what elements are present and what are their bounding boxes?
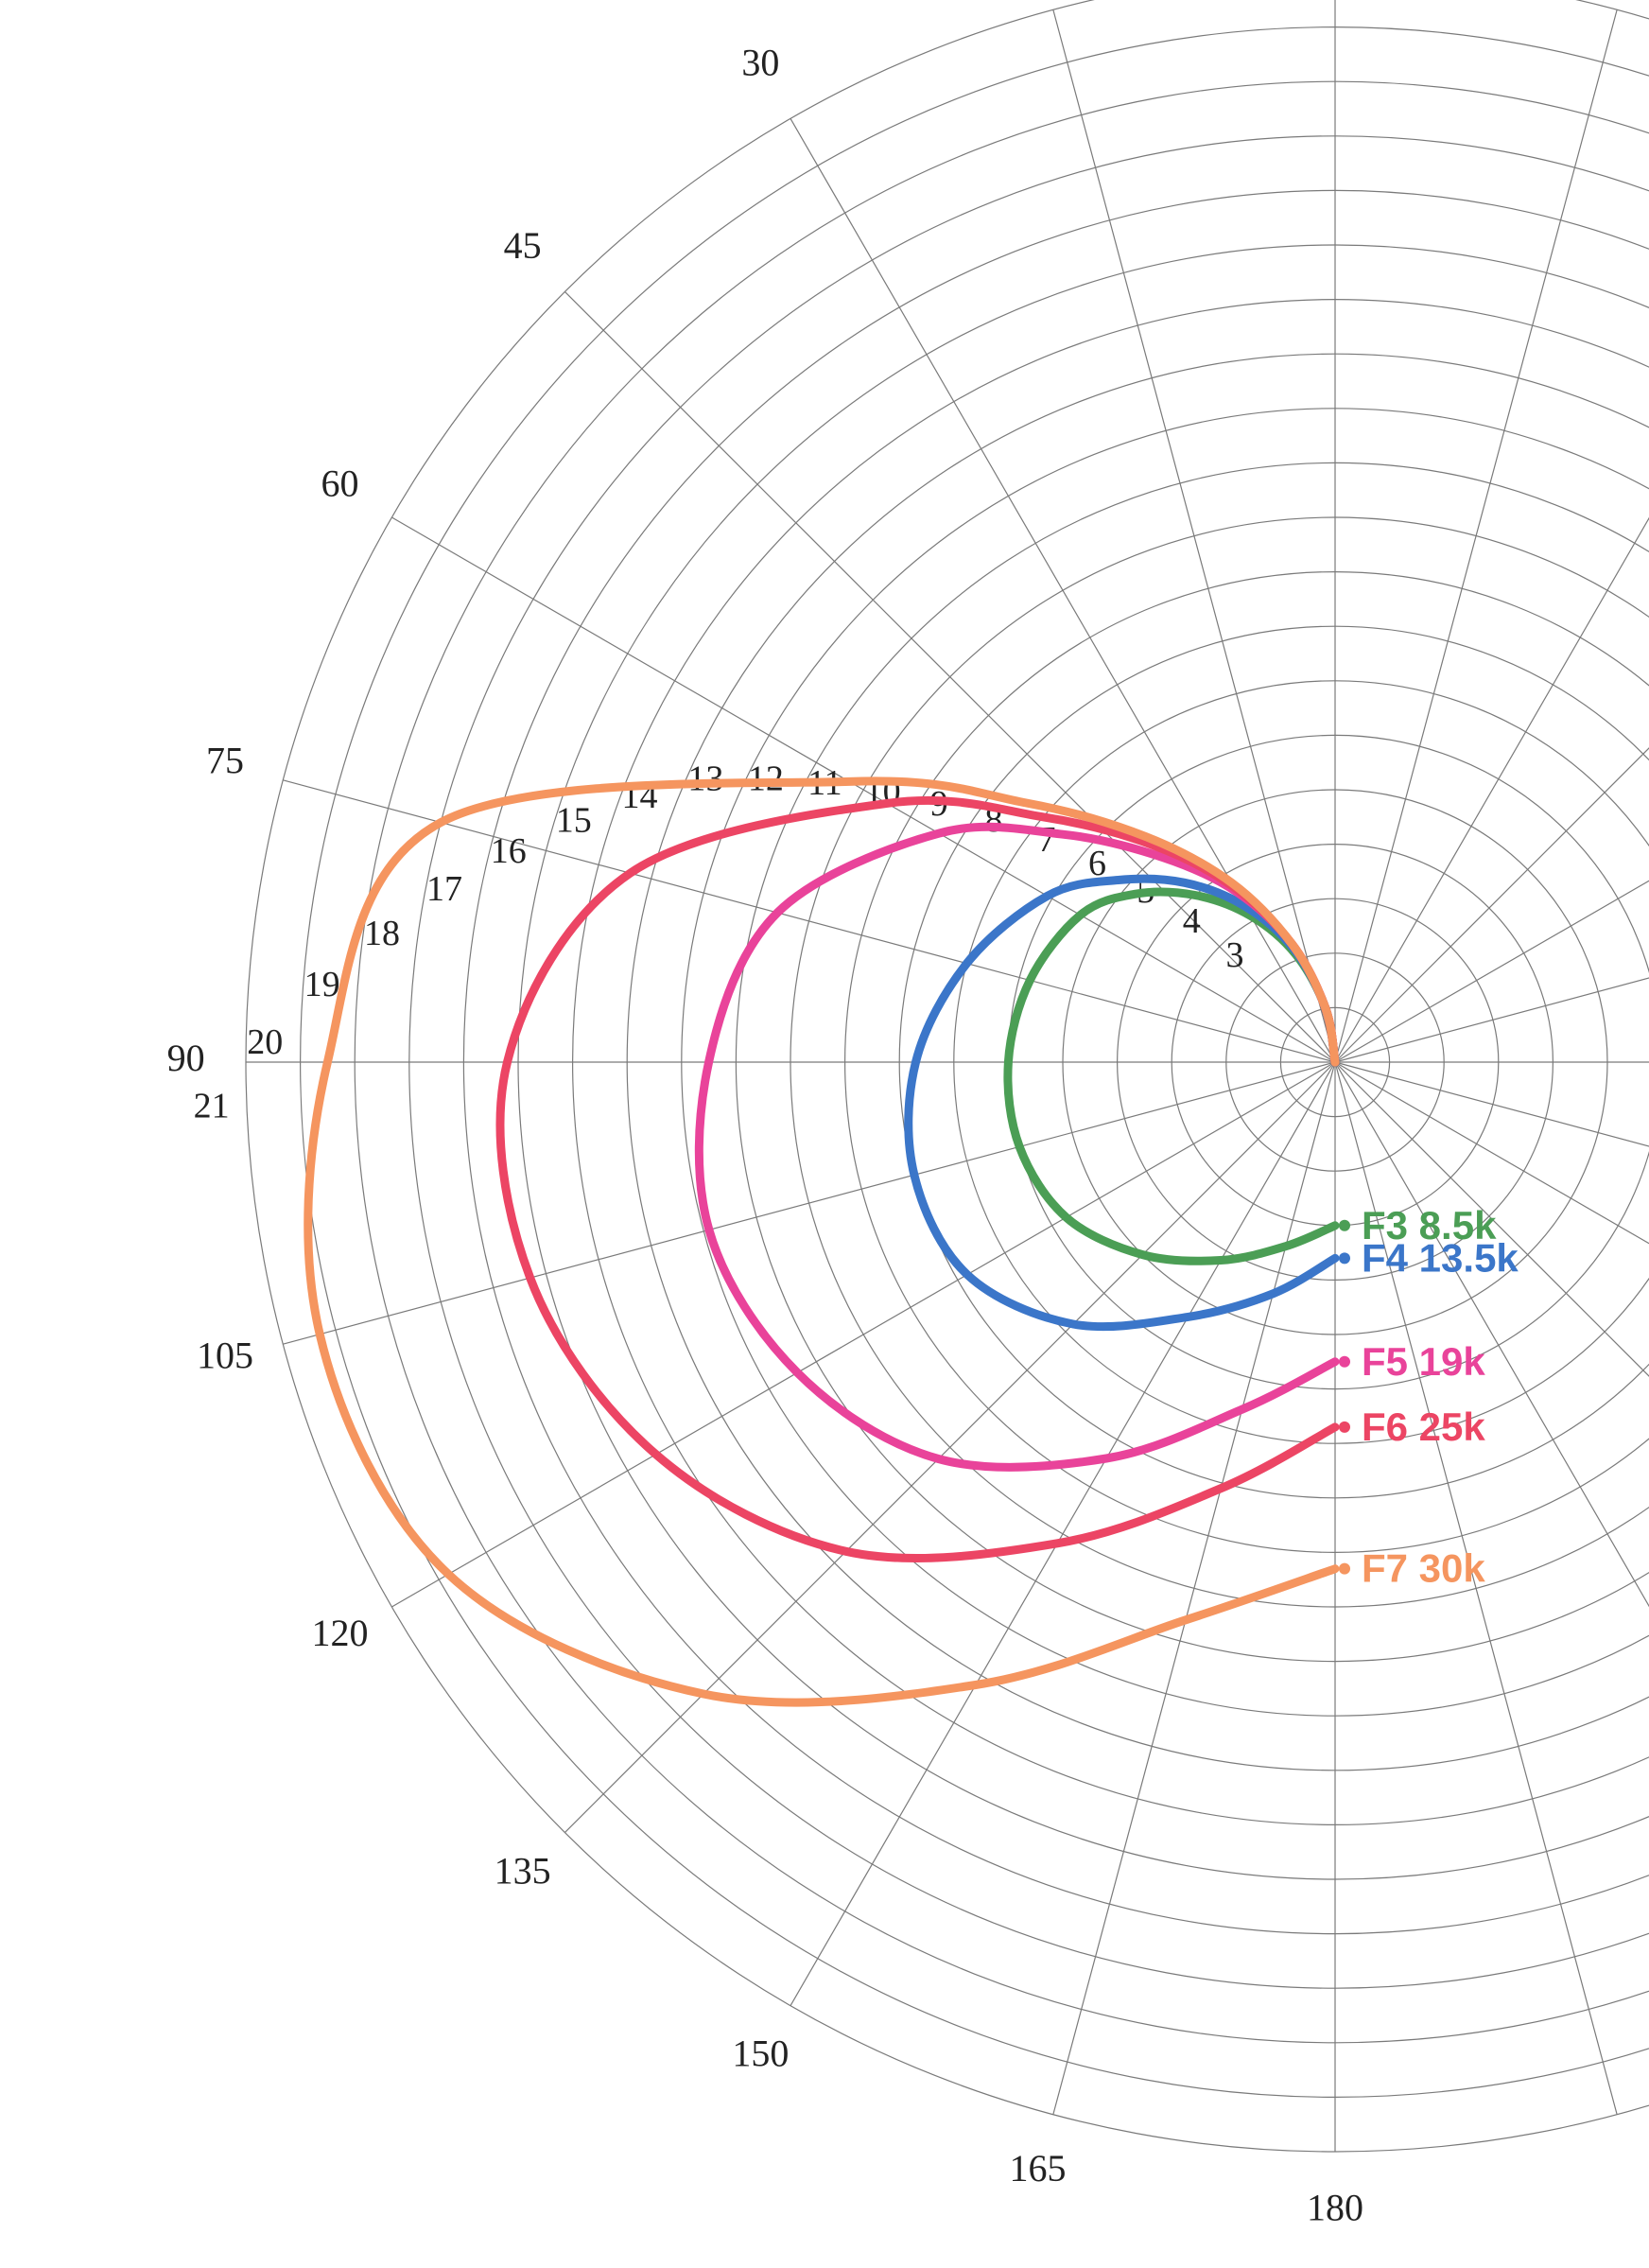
angle-tick-labels: 30 45 60 75 90 105 120 135 150 165 180 bbox=[167, 42, 1363, 2229]
grid-rings bbox=[245, 0, 1649, 2153]
angle-tick-label: 60 bbox=[321, 462, 358, 504]
grid-spoke bbox=[1052, 9, 1336, 1063]
series-end-marker bbox=[1339, 1355, 1350, 1368]
grid-spoke bbox=[564, 1061, 1336, 1834]
angle-tick-label: 180 bbox=[1307, 2187, 1363, 2229]
grid-spoke bbox=[1334, 1061, 1649, 1377]
grid-spoke bbox=[283, 1061, 1336, 1345]
angle-tick-label: 45 bbox=[504, 224, 542, 267]
grid-spoke bbox=[1334, 977, 1649, 1063]
series-label: F4 13.5k bbox=[1362, 1235, 1519, 1280]
radial-tick-label: 15 bbox=[556, 800, 592, 840]
angle-tick-label: 135 bbox=[495, 1850, 551, 1893]
series-label: F6 25k bbox=[1362, 1404, 1485, 1449]
series-line bbox=[904, 874, 1340, 1332]
radial-tick-label: 7 bbox=[1037, 820, 1055, 860]
grid-spoke bbox=[790, 1061, 1336, 2006]
angle-tick-label: 165 bbox=[1009, 2147, 1066, 2189]
series-line bbox=[304, 776, 1340, 1707]
grid-spoke bbox=[1334, 9, 1618, 1063]
series-label: F5 19k bbox=[1362, 1339, 1485, 1384]
grid-spoke bbox=[391, 1061, 1336, 1608]
angle-tick-label: 105 bbox=[197, 1335, 253, 1377]
angle-tick-label: 90 bbox=[167, 1037, 205, 1079]
radial-tick-label: 19 bbox=[304, 965, 340, 1004]
grid-spoke bbox=[1334, 880, 1649, 1063]
radial-tick-label: 20 bbox=[247, 1022, 283, 1062]
grid-spoke bbox=[391, 516, 1336, 1063]
series-end-marker bbox=[1339, 1421, 1350, 1433]
radial-tick-label: 18 bbox=[364, 914, 400, 953]
grid-spoke bbox=[1334, 516, 1649, 1063]
angle-tick-label: 75 bbox=[206, 740, 244, 782]
grid-spoke bbox=[564, 290, 1336, 1063]
angle-tick-label: 30 bbox=[741, 42, 779, 84]
radial-tick-label: 4 bbox=[1183, 901, 1201, 941]
radial-tick-label: 13 bbox=[687, 759, 723, 798]
radial-tick-label: 6 bbox=[1088, 844, 1106, 883]
grid-spoke bbox=[1334, 1061, 1649, 1147]
radial-tick-label: 16 bbox=[491, 831, 527, 871]
series-end-marker bbox=[1339, 1252, 1350, 1265]
grid-spoke bbox=[1052, 1061, 1336, 2115]
series-end-marker bbox=[1339, 1219, 1350, 1231]
grid-spoke bbox=[1334, 1061, 1649, 1245]
grid-ring bbox=[245, 0, 1649, 2153]
series-label: F3 8.5k bbox=[1362, 1203, 1497, 1247]
series-end-marker bbox=[1339, 1562, 1350, 1575]
series-lines bbox=[304, 776, 1350, 1707]
angle-tick-label: 120 bbox=[311, 1612, 368, 1654]
series-label: F7 30k bbox=[1362, 1546, 1485, 1591]
grid-spoke bbox=[283, 779, 1336, 1063]
radial-tick-label: 3 bbox=[1225, 935, 1243, 975]
grid-spoke bbox=[1334, 747, 1649, 1063]
radial-tick-label: 21 bbox=[194, 1087, 230, 1126]
grid-spoke bbox=[1334, 1061, 1618, 2115]
grid-spoke bbox=[1334, 1061, 1649, 1608]
grid-spokes bbox=[246, 0, 1649, 2152]
angle-tick-label: 150 bbox=[732, 2032, 789, 2075]
radial-tick-label: 17 bbox=[426, 869, 462, 909]
